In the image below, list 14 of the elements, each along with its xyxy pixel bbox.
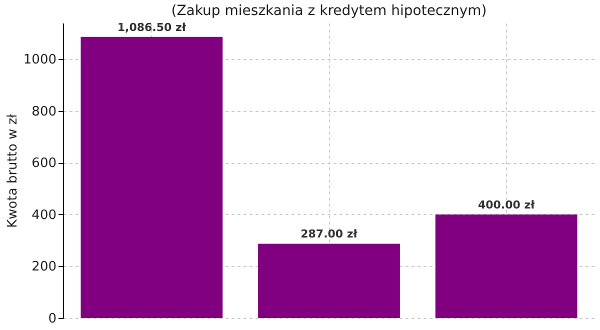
y-tick-label: 1000 — [23, 52, 56, 68]
data-label: 1,086.50 zł — [117, 20, 187, 34]
bar — [80, 36, 223, 318]
bar — [435, 214, 578, 318]
y-axis-title: Kwota brutto w zł — [5, 114, 20, 228]
y-tick-label: 200 — [32, 260, 56, 275]
bar — [258, 244, 400, 318]
data-label: 287.00 zł — [300, 228, 358, 241]
data-label: 400.00 zł — [478, 198, 536, 212]
y-tick-label: 400 — [32, 208, 56, 223]
y-tick-label: 800 — [32, 104, 56, 120]
chart-subtitle: (Zakup mieszkania z kredytem hipotecznym) — [171, 2, 487, 19]
y-tick-label: 0 — [48, 312, 56, 326]
y-tick-label: 600 — [32, 156, 56, 172]
